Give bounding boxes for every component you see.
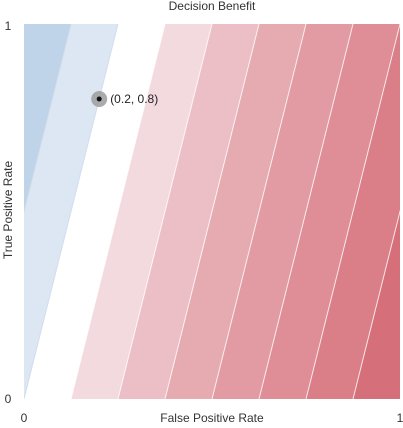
x-tick-1: 1 <box>397 411 403 423</box>
contour-band-6 <box>212 24 353 399</box>
contour-band-5 <box>165 24 306 399</box>
x-axis-label: False Positive Rate <box>160 411 264 423</box>
contour-band-3 <box>71 24 212 399</box>
contour-band-4 <box>118 24 259 399</box>
contour-line-7 <box>258 24 354 399</box>
chart-title: Decision Benefit <box>169 0 256 13</box>
x-tick-0: 0 <box>21 411 28 423</box>
contour-line-9 <box>352 209 400 399</box>
contour-line-6 <box>211 24 307 399</box>
contour-band-2 <box>24 24 165 399</box>
marked-point[interactable] <box>96 96 102 102</box>
marked-point-label: (0.2, 0.8) <box>110 92 158 106</box>
marked-point-group[interactable]: (0.2, 0.8) <box>91 91 158 107</box>
contour-bands <box>24 24 400 399</box>
contour-line-2 <box>24 24 119 399</box>
contour-line-4 <box>117 24 213 399</box>
contour-lines <box>24 24 400 399</box>
contour-line-3 <box>70 24 166 399</box>
y-tick-0: 0 <box>5 392 12 406</box>
contour-line-5 <box>164 24 260 399</box>
contour-line-8 <box>305 24 400 399</box>
y-tick-1: 1 <box>5 19 12 33</box>
y-axis-label: True Positive Rate <box>1 161 15 260</box>
contour-line-1 <box>24 24 72 214</box>
contour-band-7 <box>259 24 400 399</box>
